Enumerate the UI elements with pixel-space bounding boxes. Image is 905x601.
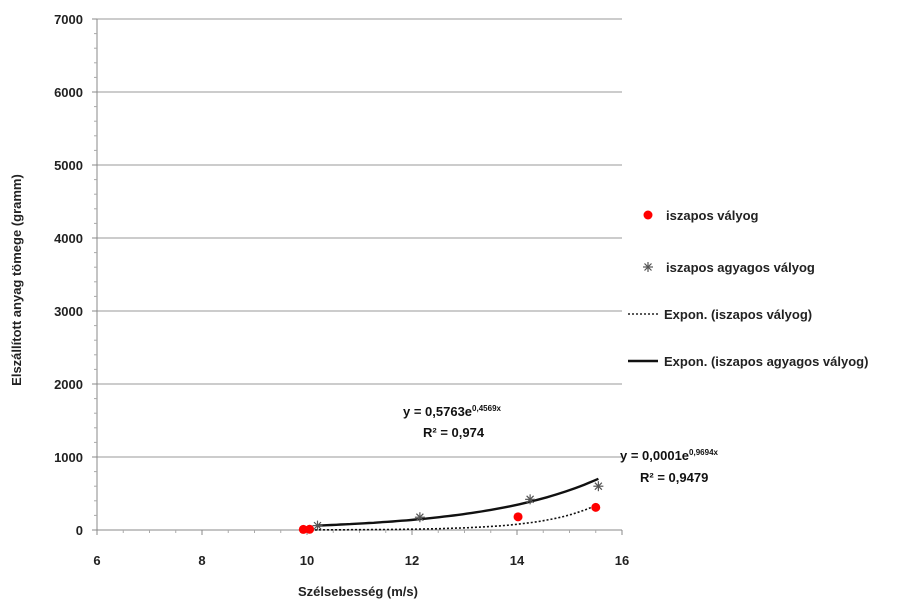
- gridlines: [97, 18, 622, 458]
- svg-text:y = 0,0001e0,9694x: y = 0,0001e0,9694x: [620, 448, 719, 463]
- legend-item-iszapos-agyagos-valyog: iszapos agyagos vályog: [643, 260, 815, 275]
- x-tick-label: 12: [405, 553, 419, 568]
- x-tick-label: 8: [198, 553, 205, 568]
- point-iszapos-valyog: [591, 502, 601, 512]
- r2-valyog: R² = 0,9479: [640, 470, 708, 485]
- equation-valyog-exponent: 0,9694x: [689, 448, 718, 457]
- y-tick-label: 4000: [54, 231, 83, 246]
- point-iszapos-agyagos-valyog: [312, 520, 323, 531]
- axes: [96, 19, 622, 531]
- r2-agyagos: R² = 0,974: [423, 425, 485, 440]
- trendlines: [307, 477, 599, 531]
- x-tick-label: 14: [510, 553, 525, 568]
- y-tick-label: 3000: [54, 304, 83, 319]
- y-tick-label: 2000: [54, 377, 83, 392]
- equation-agyagos-text: y = 0,5763e: [403, 404, 472, 419]
- x-tick-label: 6: [93, 553, 100, 568]
- y-tick-label: 5000: [54, 158, 83, 173]
- point-iszapos-agyagos-valyog: [414, 512, 425, 523]
- equation-valyog-text: y = 0,0001e: [620, 448, 689, 463]
- y-tick-label: 7000: [54, 12, 83, 27]
- equation-agyagos-exponent: 0,4569x: [472, 404, 501, 413]
- legend-item-iszapos-valyog: iszapos vályog: [643, 208, 759, 223]
- legend-label-iszapos-valyog: iszapos vályog: [666, 208, 759, 223]
- y-axis-title: Elszállított anyag tömege (gramm): [9, 174, 24, 386]
- legend-label-expon-agyagos: Expon. (iszapos agyagos vályog): [664, 354, 868, 369]
- point-iszapos-agyagos-valyog: [593, 481, 604, 492]
- trendline-valyog: [307, 504, 597, 531]
- point-iszapos-valyog: [298, 524, 308, 534]
- svg-text:y = 0,5763e0,4569x: y = 0,5763e0,4569x: [403, 404, 502, 419]
- equation-valyog: y = 0,0001e0,9694x R² = 0,9479: [620, 448, 719, 485]
- x-axis-title: Szélsebesség (m/s): [298, 584, 418, 599]
- legend-label-expon-valyog: Expon. (iszapos vályog): [664, 307, 812, 322]
- y-axis-ticks: 0 1000 2000 3000 4000 5000 6000 7000: [54, 12, 97, 538]
- y-tick-label: 0: [76, 523, 83, 538]
- x-tick-label: 16: [615, 553, 629, 568]
- equation-agyagos: y = 0,5763e0,4569x R² = 0,974: [403, 404, 502, 440]
- trendline-agyagos: [317, 477, 599, 527]
- legend-item-expon-agyagos: Expon. (iszapos agyagos vályog): [628, 354, 868, 369]
- x-axis-ticks: 6 8 10 12 14 16: [93, 530, 629, 568]
- legend-marker-circle: [643, 210, 653, 220]
- data-points: [298, 481, 604, 534]
- legend-marker-asterisk: [643, 262, 653, 272]
- legend: iszapos vályog iszapos agyagos vályog Ex…: [628, 208, 868, 369]
- point-iszapos-agyagos-valyog: [525, 494, 536, 505]
- legend-item-expon-valyog: Expon. (iszapos vályog): [628, 307, 812, 322]
- y-tick-label: 1000: [54, 450, 83, 465]
- point-iszapos-valyog: [305, 524, 315, 534]
- y-tick-label: 6000: [54, 85, 83, 100]
- legend-label-iszapos-agyagos-valyog: iszapos agyagos vályog: [666, 260, 815, 275]
- x-tick-label: 10: [300, 553, 314, 568]
- point-iszapos-valyog: [513, 512, 523, 522]
